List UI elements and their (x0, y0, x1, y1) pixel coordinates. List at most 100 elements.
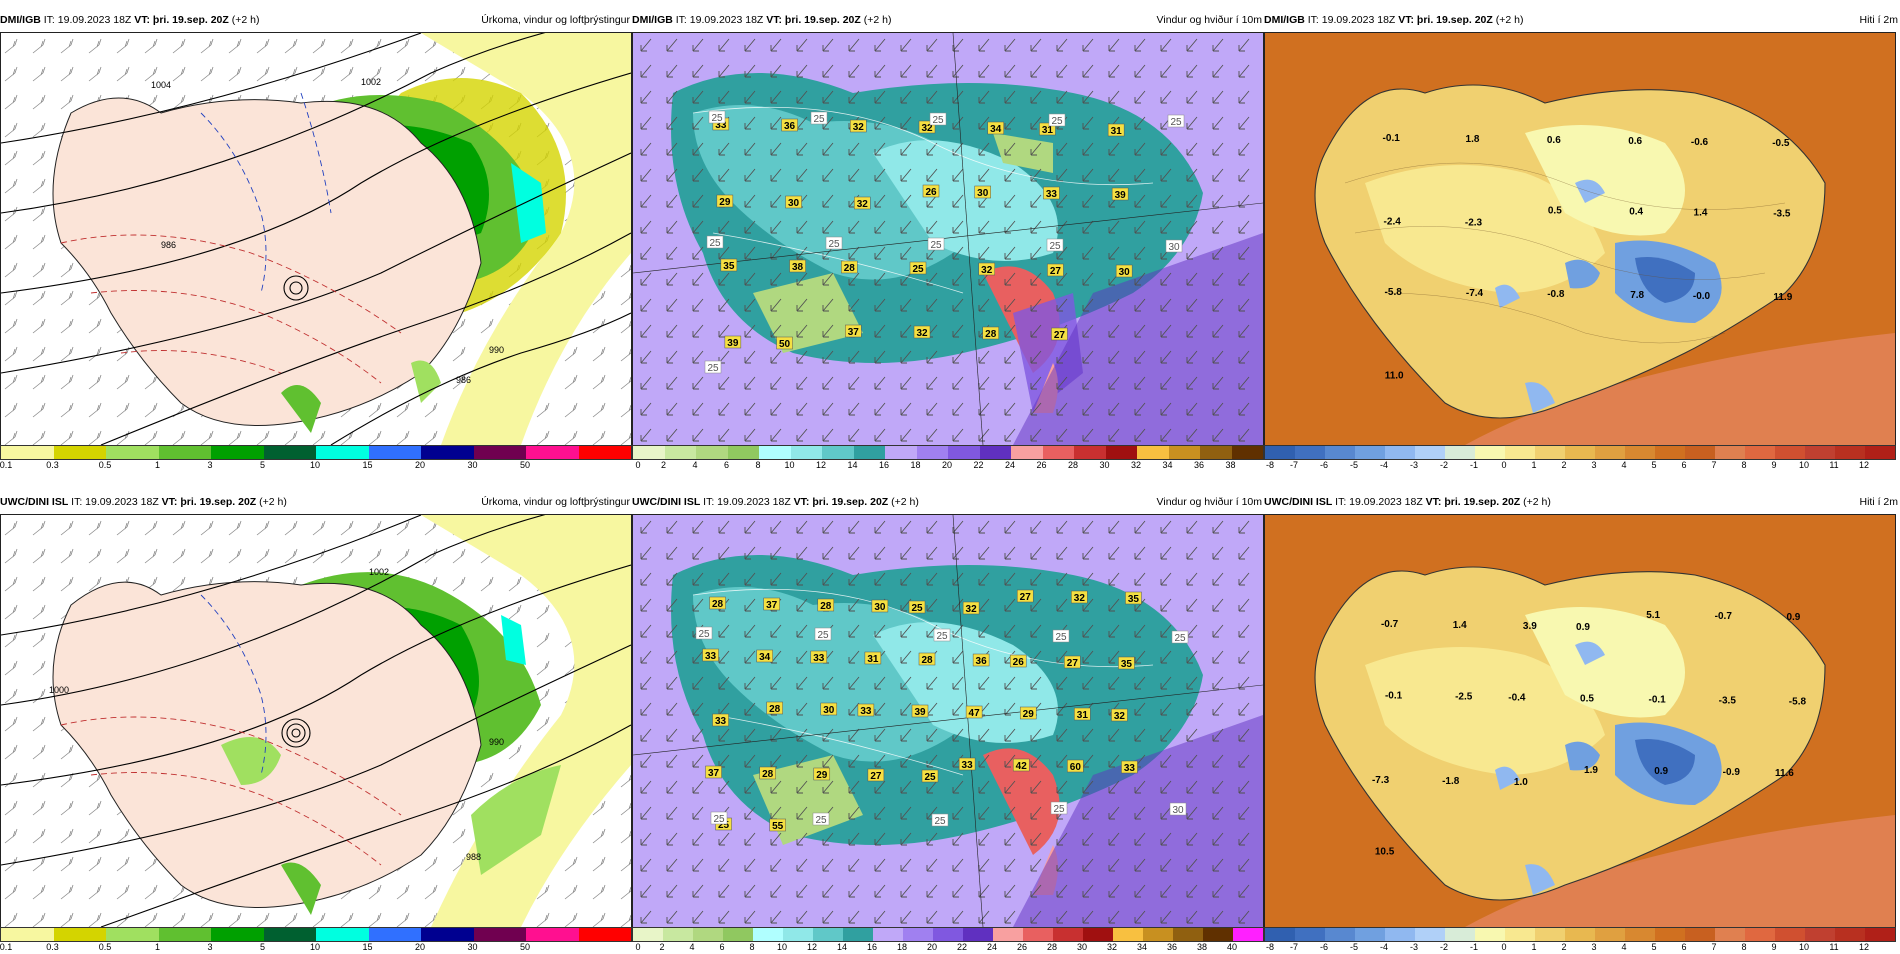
precip-map: 1002 1004 986 986 990 (0, 32, 632, 446)
temp-colorbar-tick-label: -2 (1439, 460, 1449, 470)
precip-colorbar-swatch (53, 928, 106, 941)
precip-colorbar-tick-label: 0.3 (46, 460, 59, 470)
init-time: IT: 19.09.2023 18Z (1335, 496, 1423, 508)
gust-label-box (1052, 629, 1070, 643)
temperature-label: 10.5 (1375, 846, 1395, 857)
valid-time: VT: þri. 19.sep. 20Z (134, 14, 229, 26)
wind-speed-label: 33 (813, 653, 825, 664)
temp-colorbar-swatch (1775, 446, 1805, 459)
precip-colorbar-swatch (473, 446, 526, 459)
gust-label: 25 (711, 113, 723, 124)
temp-colorbar-swatch (1715, 928, 1745, 941)
wind-label-box (1107, 123, 1125, 137)
temp-colorbar-tick-label: 5 (1651, 460, 1657, 470)
gust-label-box (825, 236, 843, 250)
temperature-label: 3.9 (1523, 621, 1537, 632)
wind-speed-label: 39 (1115, 190, 1127, 201)
init-time: IT: 19.09.2023 18Z (675, 14, 764, 26)
temperature-label: -3.5 (1719, 695, 1737, 706)
precip-colorbar-swatch (158, 446, 211, 459)
temp-colorbar-tick-label: 2 (1561, 460, 1567, 470)
model-name: UWC/DINI ISL (0, 496, 69, 508)
temperature-label: -0.1 (1383, 133, 1401, 144)
wind-label-box (908, 600, 926, 614)
wind-colorbar-tick-label: 2 (659, 942, 665, 952)
wind-label-box (854, 196, 871, 210)
temperature-label: 5.1 (1646, 610, 1660, 621)
wind-colorbar-swatch (933, 928, 963, 941)
precip-colorbar-tick-label: 0.5 (98, 460, 112, 470)
wind-speed-label: 34 (759, 652, 771, 663)
wind-colorbar-tick-label: 0 (635, 942, 641, 952)
wind-colorbar-swatch (1203, 928, 1233, 941)
wind-speed-label: 31 (1077, 710, 1089, 721)
wind-label-box (850, 119, 867, 133)
wind-map: 33 36 32 32 34 31 31 29 30 32 26 30 33 39 35 38 28 25 32 27… (632, 32, 1264, 446)
wind-speed-label: 25 (911, 603, 923, 614)
wind-speed-label: 35 (1121, 659, 1133, 670)
temp-colorbar-tick-label: 7 (1711, 942, 1717, 952)
temperature-label: 0.4 (1629, 206, 1643, 217)
precip-colorbar-tick-label: 10 (309, 460, 321, 470)
wind-speed-label: 33 (715, 716, 727, 727)
temp-colorbar-swatch (1565, 928, 1595, 941)
temp-colorbar-swatch (1805, 928, 1835, 941)
wind-speed-label: 31 (1111, 126, 1123, 137)
wind-speed-label: 28 (712, 599, 724, 610)
panel-title: Hiti í 2m (1859, 14, 1898, 26)
precip-colorbar-tick-label: 5 (259, 942, 266, 952)
wind-speed-label: 25 (924, 772, 936, 783)
temp-colorbar-tick-label: 6 (1681, 942, 1687, 952)
wind-colorbar-tick-label: 34 (1162, 460, 1173, 470)
wind-colorbar-swatch (1231, 446, 1263, 459)
temperature-label: 11.0 (1385, 370, 1404, 381)
precip-colorbar-swatch (263, 446, 316, 459)
wind-label-box (1121, 760, 1138, 774)
temp-colorbar-swatch (1265, 446, 1295, 459)
precip-colorbar-tick-label: 30 (467, 460, 478, 470)
wind-colorbar-ticks: 0 2 4 6 8 10 12 14 16 18 20 22 24 26 28 30 32 34 36 38 40 (632, 942, 1262, 954)
wind-colorbar-swatch (1053, 928, 1083, 941)
gust-label: 25 (698, 629, 710, 640)
temp-map-svg: -0.7 1.4 3.9 0.9 5.1 -0.7 0.9 -0.1 -2.5 -0.4 0.5 -0… (1265, 515, 1895, 927)
lead-time: (+2 h) (231, 14, 260, 26)
gust-label: 30 (1172, 805, 1184, 816)
wind-speed-label: 27 (870, 771, 882, 782)
temp-colorbar-swatch (1865, 928, 1895, 941)
temp-colorbar-tick-label: -1 (1469, 942, 1479, 952)
valid-time: VT: þri. 19.sep. 20Z (793, 496, 889, 508)
wind-speed-label: 47 (969, 708, 981, 719)
wind-label-box (1047, 263, 1064, 277)
wind-colorbar-tick-label: 24 (986, 942, 998, 952)
wind-speed-label: 31 (1042, 125, 1054, 136)
wind-speed-label: 31 (867, 654, 879, 665)
wind-label-box (871, 599, 889, 613)
wind-colorbar-swatch (1200, 446, 1232, 459)
wind-label-box (1071, 590, 1088, 604)
wind-speed-label: 30 (823, 705, 835, 716)
wind-colorbar-tick-label: 32 (1130, 460, 1142, 470)
gust-label-box (1167, 114, 1185, 128)
wind-colorbar-tick-label: 32 (1106, 942, 1118, 952)
gust-label: 25 (1170, 117, 1182, 128)
temp-colorbar-swatch (1835, 928, 1865, 941)
panel-temp-row1: DMI/IGB IT: 19.09.2023 18Z VT: þri. 19.s… (1264, 10, 1900, 470)
temp-colorbar-tick-label: -5 (1349, 942, 1359, 952)
wind-colorbar-swatch (1083, 928, 1113, 941)
wind-colorbar-tick-label: 0 (635, 460, 641, 470)
gust-label-box (1046, 238, 1064, 252)
temp-colorbar-tick-label: 11 (1829, 460, 1839, 470)
wind-speed-label: 26 (925, 187, 937, 198)
temp-colorbar-tick-label: 9 (1771, 460, 1777, 470)
wind-colorbar-tick-label: 38 (1196, 942, 1208, 952)
wind-label-box (845, 324, 862, 338)
temp-colorbar-swatch (1505, 446, 1535, 459)
lead-time: (+2 h) (891, 496, 919, 508)
gust-label: 25 (815, 815, 827, 826)
svg-text:1002: 1002 (369, 567, 389, 577)
wind-label-box (709, 596, 726, 610)
wind-label-box (756, 649, 773, 663)
gust-label-box (704, 360, 722, 374)
wind-speed-label: 28 (844, 263, 856, 274)
temp-colorbar-tick-label: -4 (1379, 942, 1389, 952)
